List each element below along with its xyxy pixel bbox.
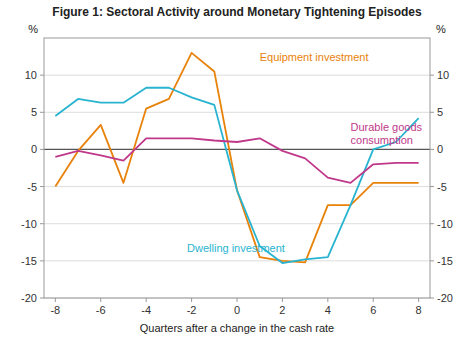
y-tick — [40, 223, 44, 224]
y-tick-label: -20 — [21, 292, 37, 304]
x-tick — [55, 298, 56, 302]
y-tick-label: -5 — [27, 181, 37, 193]
y-tick-label: 10 — [25, 69, 37, 81]
x-tick — [100, 298, 101, 302]
y2-tick — [430, 149, 434, 150]
x-tick-label: 6 — [370, 304, 376, 316]
grid-line — [44, 223, 430, 224]
annotation: Durable goodsconsumption — [351, 121, 423, 146]
x-tick — [237, 298, 238, 302]
title: Figure 1: Sectoral Activity around Monet… — [52, 5, 422, 19]
y2-tick — [430, 75, 434, 76]
y-tick — [40, 298, 44, 299]
x-tick-label: -8 — [50, 304, 60, 316]
x-tick-label: 0 — [234, 304, 240, 316]
x-tick — [282, 298, 283, 302]
annotation-line: Dwelling investment — [187, 242, 285, 254]
x-tick — [146, 298, 147, 302]
y2-tick-label: -20 — [437, 292, 453, 304]
annotation-line: Equipment investment — [260, 51, 369, 63]
x-tick-label: 4 — [325, 304, 331, 316]
y-tick-label: -15 — [21, 255, 37, 267]
annotation-line: consumption — [351, 134, 413, 146]
y2-tick — [430, 298, 434, 299]
x-tick — [191, 298, 192, 302]
annotation: Equipment investment — [260, 51, 369, 63]
y2-tick-label: -5 — [437, 181, 447, 193]
x-tick — [327, 298, 328, 302]
y2-tick-label: -15 — [437, 255, 453, 267]
series-line — [55, 53, 418, 262]
x-tick-label: -2 — [187, 304, 197, 316]
y2-tick-label: 10 — [437, 69, 449, 81]
x-tick-label: 2 — [279, 304, 285, 316]
x-tick — [418, 298, 419, 302]
series-line — [55, 88, 418, 263]
x-tick-label: -4 — [141, 304, 151, 316]
x-axis-label: Quarters after a change in the cash rate — [140, 322, 334, 334]
y-tick — [40, 186, 44, 187]
annotation: Dwelling investment — [187, 242, 285, 254]
y2-tick — [430, 186, 434, 187]
y2-axis-label: % — [436, 23, 446, 35]
y2-tick — [430, 112, 434, 113]
lines — [55, 53, 418, 263]
y-tick-label: -10 — [21, 218, 37, 230]
grid-line — [44, 75, 430, 76]
x-tick — [373, 298, 374, 302]
x-tick-label: -6 — [96, 304, 106, 316]
grid-line — [44, 112, 430, 113]
y2-tick-label: 0 — [437, 143, 443, 155]
y2-tick-label: -10 — [437, 218, 453, 230]
y-tick — [40, 112, 44, 113]
y2-tick — [430, 223, 434, 224]
y2-tick-label: 5 — [437, 106, 443, 118]
grid-line — [44, 260, 430, 261]
y-tick — [40, 75, 44, 76]
y-tick-label: 0 — [31, 143, 37, 155]
annotation-line: Durable goods — [351, 121, 423, 133]
chart: Figure 1: Sectoral Activity around Monet… — [0, 0, 474, 342]
y2-tick — [430, 260, 434, 261]
y-axis-label: % — [28, 23, 38, 35]
y-tick-label: 5 — [31, 106, 37, 118]
y-tick — [40, 149, 44, 150]
plot-frame — [44, 38, 430, 298]
y-tick — [40, 260, 44, 261]
x-tick-label: 8 — [416, 304, 422, 316]
